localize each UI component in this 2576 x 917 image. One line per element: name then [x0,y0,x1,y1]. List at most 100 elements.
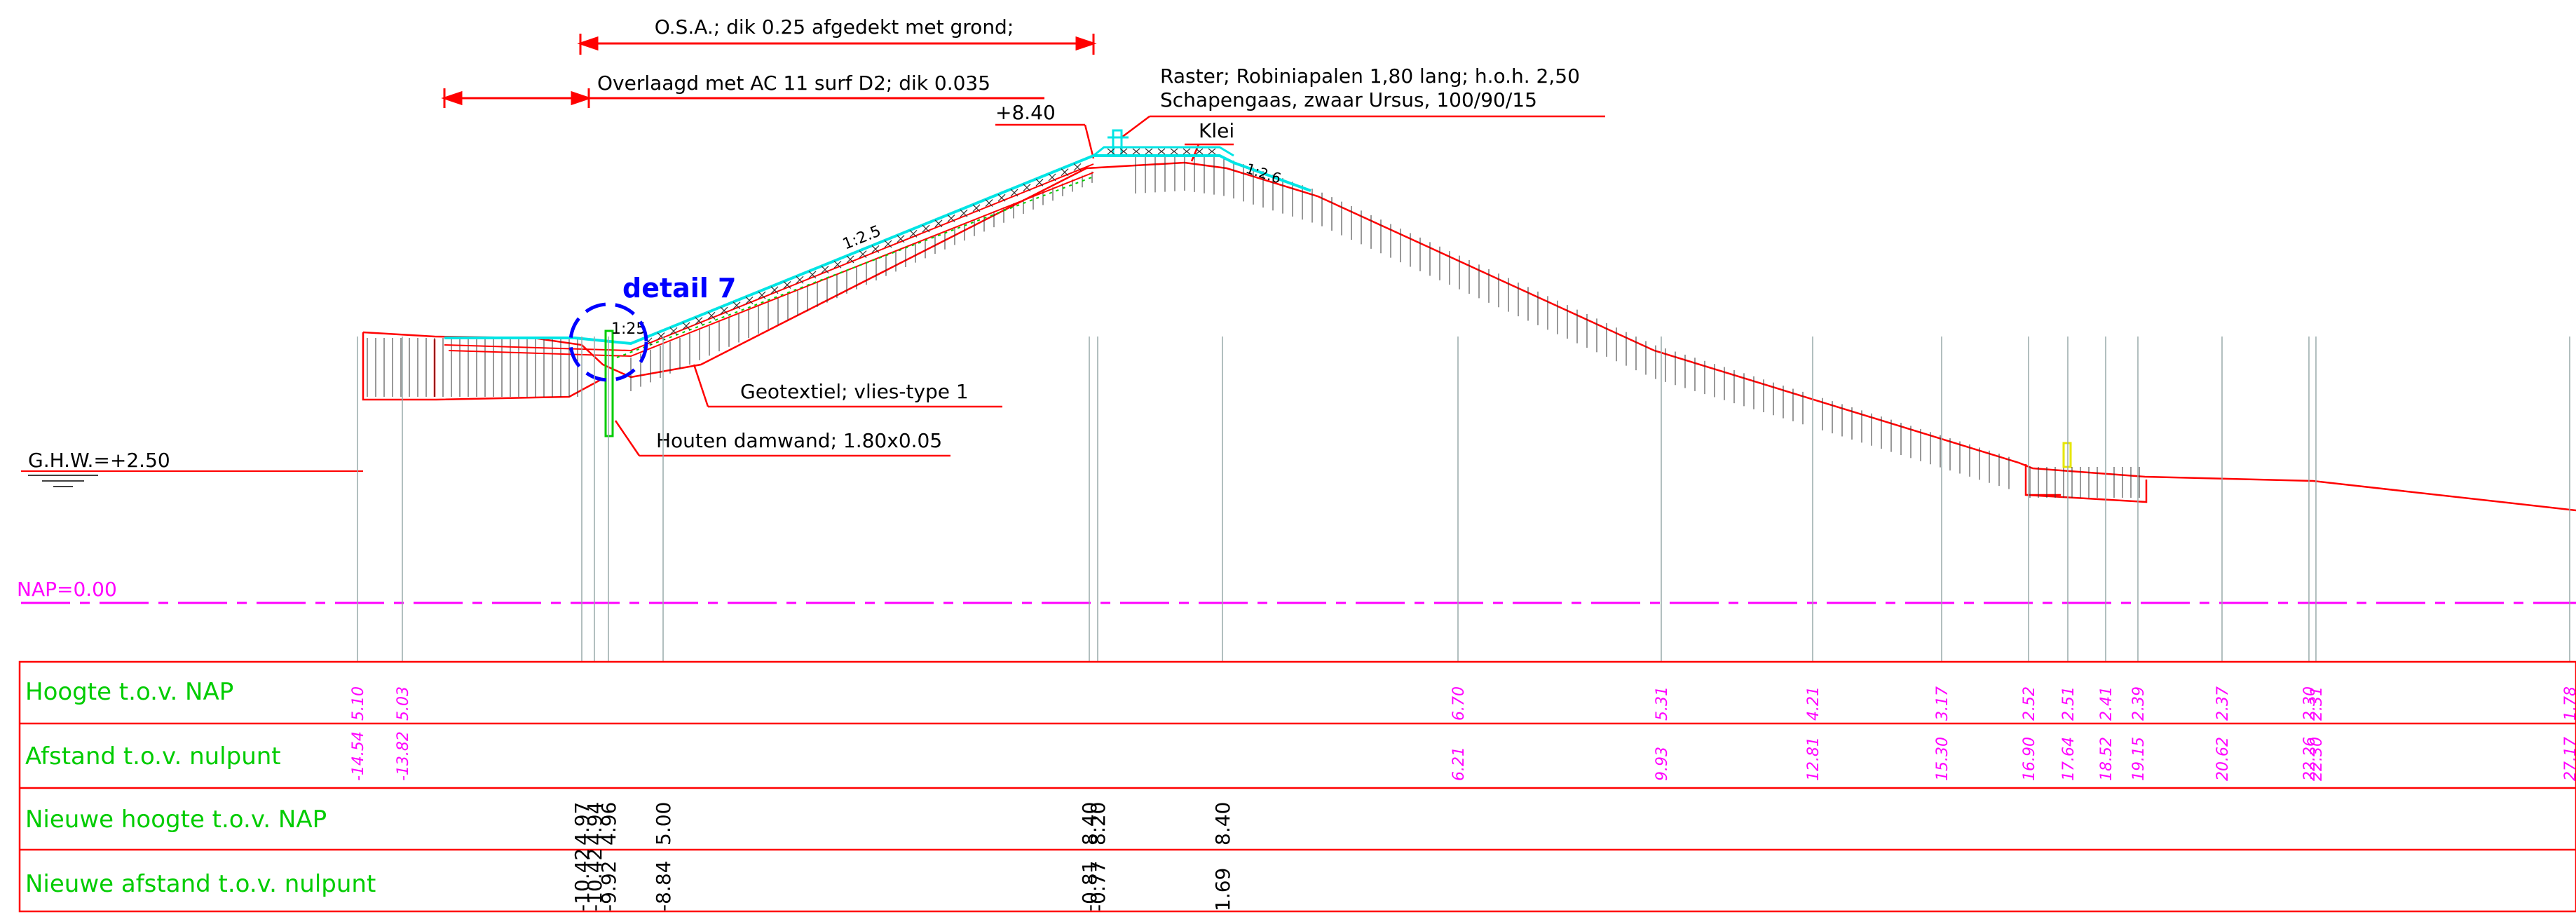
crosshatch-line [884,240,892,248]
crosshatch-line [1183,148,1191,155]
crosshatch-line [682,322,690,330]
crosshatch-line [783,281,791,289]
existing-distance-value: 22.30 [2308,737,2326,781]
crosshatch-line [871,245,880,253]
existing-height-value: 5.31 [1654,686,1671,721]
label-ghw: G.H.W.=+2.50 [28,449,170,472]
station-guides [357,337,2570,662]
crosshatch-line [897,235,905,243]
crosshatch-line [909,229,918,238]
crosshatch-line [1132,148,1140,155]
row-label-afstand: Afstand t.o.v. nulpunt [25,742,281,770]
existing-height-value: 1.78 [2562,686,2576,721]
label-detail: detail 7 [622,273,737,304]
crosshatch-line [808,271,817,279]
label-osa: O.S.A.; dik 0.25 afgedekt met grond; [655,15,1014,39]
label-klei: Klei [1199,119,1234,142]
data-table [18,660,2576,913]
crosshatch-line [770,286,779,294]
existing-values: 5.10 -14.54 5.03 -13.82 6.70 6.21 5.31 9.93 4.21… [350,686,2576,781]
crosshatch-line [972,204,981,212]
crosshatch-line [997,193,1006,202]
crosshatch-line [657,332,665,340]
crosshatch-line [846,255,854,264]
new-distance-value: 1.69 [1211,868,1234,911]
sheet-pile [604,330,614,437]
new-distance-value: -9.92 [597,861,620,911]
existing-height-value: 2.37 [2214,686,2232,721]
existing-height-value: 6.70 [1450,686,1468,721]
crosshatch-line [985,199,993,207]
existing-height-value: 2.52 [2021,686,2038,721]
label-damwand: Houten damwand; 1.80x0.05 [656,429,942,452]
label-raster-1: Raster; Robiniapalen 1,80 lang; h.o.h. 2… [1160,64,1580,88]
existing-distance-value: 6.21 [1450,747,1468,781]
row-label-nieuwe-hoogte: Nieuwe hoogte t.o.v. NAP [25,806,327,834]
existing-height-value: 2.41 [2098,686,2115,721]
new-distance-value: -8.84 [652,861,675,911]
new-height-value: 8.40 [1211,802,1234,845]
leader-geotextiel [693,364,1002,408]
new-height-value: 8.40 [1078,802,1101,845]
crosshatch-line [821,266,829,273]
new-height-value: 8.20 [1086,802,1110,845]
new-distance-value: -0.77 [1086,861,1110,911]
crosshatch-line [707,311,716,320]
existing-distance-value: 15.30 [1934,737,1951,781]
profile-hatching [367,156,2140,498]
existing-height-value: 2.39 [2130,686,2148,721]
crosshatch-line [732,301,741,310]
label-nap: NAP=0.00 [17,578,117,601]
crosshatch-line [922,224,930,233]
existing-profile [362,161,2576,512]
leader-top-level [995,123,1095,159]
existing-distance-value: 17.64 [2060,737,2078,781]
existing-height-value: 2.51 [2060,686,2078,721]
existing-distance-value: 19.15 [2130,737,2148,781]
new-revetment [444,129,1311,358]
label-raster-2: Schapengaas, zwaar Ursus, 100/90/15 [1160,88,1537,111]
crosshatch-line [745,296,754,304]
existing-height-value: 2.31 [2308,686,2326,721]
existing-height-value: 3.17 [1934,686,1951,721]
crosshatch-line [1048,173,1056,182]
existing-distance-value: 22.26 [2301,737,2319,781]
crosshatch-line [796,276,804,284]
crosshatch-line [695,317,703,325]
label-geotextiel: Geotextiel; vlies-type 1 [740,380,969,403]
crosshatch-line [833,260,842,269]
crosshatch-line [1010,189,1018,197]
crosshatch-line [1208,148,1216,155]
existing-distance-value: 16.90 [2021,737,2038,781]
crosshatch-line [1107,148,1115,155]
crosshatch-line [1119,148,1128,155]
new-values: 4.97-10.424.94-10.424.96-9.925.00-8.848.… [571,802,1234,911]
dimension-overlaagd [441,88,1044,108]
crosshatch-line [1195,148,1204,155]
existing-distance-value: 12.81 [1805,737,1822,781]
existing-distance-value: -13.82 [395,731,412,781]
new-distance-value: -0.81 [1078,861,1101,911]
leader-raster [1121,115,1605,138]
crosshatch-line [720,306,728,315]
crosshatch-line [1145,148,1153,155]
crosshatch-line [859,250,867,259]
new-distance-value: -10.42 [583,848,606,911]
row-label-hoogte: Hoogte t.o.v. NAP [25,678,233,706]
new-height-value: 4.94 [583,802,606,845]
crosshatch-line [960,209,968,217]
existing-distance-value: 27.17 [2562,737,2576,781]
new-height-value: 5.00 [652,802,675,845]
revetment-crosshatch [644,148,1216,346]
existing-distance-value: -14.54 [350,731,367,781]
existing-distance-value: 18.52 [2098,737,2115,781]
label-slope-26: 1:2.6 [1243,160,1283,187]
label-top-level: +8.40 [995,101,1056,124]
crosshatch-line [1061,168,1069,177]
new-height-value: 4.96 [597,802,620,845]
crosshatch-line [1073,163,1082,171]
existing-distance-value: 20.62 [2214,737,2232,781]
crosshatch-line [669,327,678,335]
